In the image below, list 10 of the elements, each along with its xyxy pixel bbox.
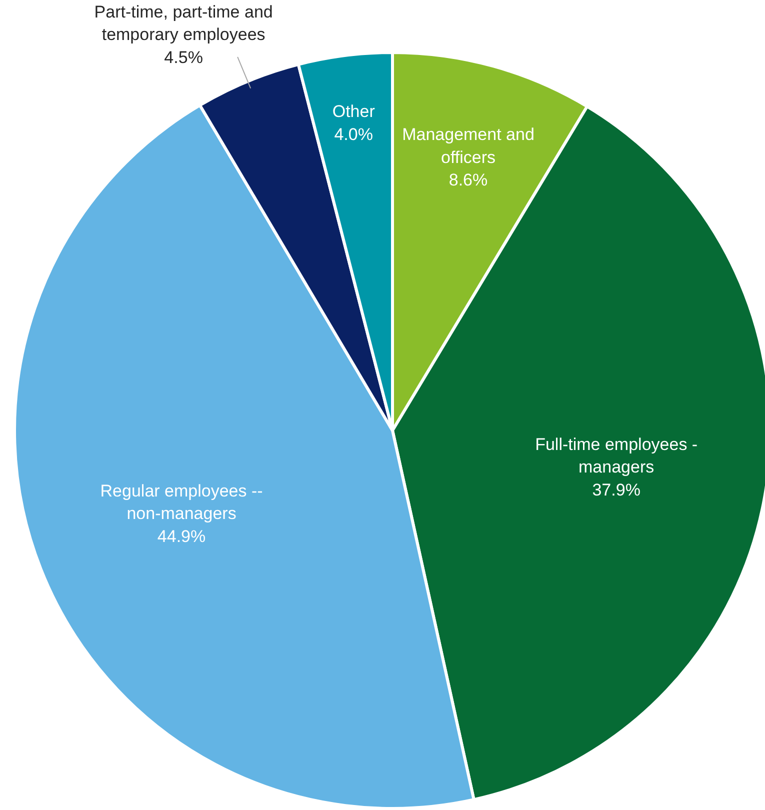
data-label: 37.9% [592, 480, 640, 500]
data-label: 4.0% [334, 124, 373, 144]
slice-label: Full-time employees - managers [535, 434, 698, 477]
data-label: 8.6% [448, 170, 488, 190]
data-label: 44.9% [157, 527, 206, 546]
data-label: 4.5% [164, 48, 203, 67]
slice-label: Regular employees -- non-managers [100, 481, 263, 524]
slice-label: Management and officers [402, 125, 534, 167]
slice-label: Other [332, 102, 376, 122]
slice-label: Part-time, part-time and temporary employees [94, 2, 273, 44]
